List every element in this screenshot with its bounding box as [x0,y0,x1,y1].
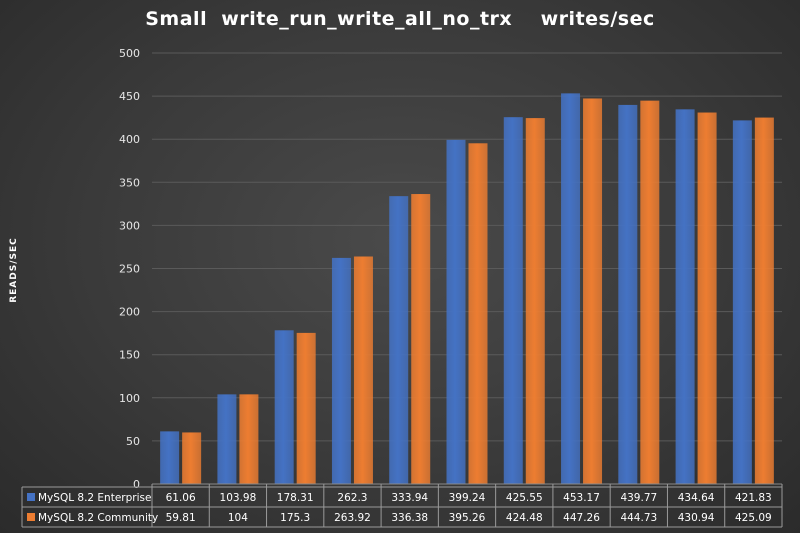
data-table-cell: 61.06 [166,492,196,504]
y-tick-label: 450 [119,90,140,103]
y-tick-label: 400 [119,133,140,146]
data-table-cell: 263.92 [334,512,371,524]
bar-enterprise [732,120,752,484]
y-tick-label: 300 [119,219,140,232]
bar-enterprise [389,196,409,484]
bar-enterprise [618,104,638,484]
bar-enterprise [503,117,523,484]
data-table-cell: 425.09 [735,512,772,524]
bar-enterprise [160,431,180,484]
y-tick-label: 150 [119,349,140,362]
bar-community [239,394,259,484]
data-table-cell: 430.94 [678,512,715,524]
y-tick-label: 100 [119,392,140,405]
y-tick-label: 50 [126,435,140,448]
y-tick-label: 350 [119,176,140,189]
data-table-cell: 103.98 [220,492,257,504]
bar-enterprise [217,394,237,484]
y-tick-label: 200 [119,306,140,319]
legend-swatch [27,513,35,521]
data-table-cell: 453.17 [563,492,600,504]
bar-enterprise [274,330,294,484]
bar-community [754,117,774,484]
data-table-cell: 262.3 [337,492,367,504]
y-tick-label: 0 [133,478,140,491]
bar-community [640,100,660,485]
bar-enterprise [446,139,466,485]
data-table-cell: 434.64 [678,492,715,504]
bar-community [583,98,603,484]
bar-community [353,256,373,484]
legend-label: MySQL 8.2 Community [38,512,158,524]
legend-swatch [27,493,35,501]
bar-community [525,118,545,485]
bar-enterprise [561,93,581,484]
data-table-cell: 336.38 [391,512,428,524]
bar-community [697,112,717,484]
data-table-cell: 424.48 [506,512,543,524]
data-table-cell: 421.83 [735,492,772,504]
bar-community [468,143,488,484]
bar-community [296,332,316,484]
chart-title: Small write_run_write_all_no_trx writes/… [145,8,655,30]
legend-label: MySQL 8.2 Enterprise [38,492,151,504]
data-table-cell: 175.3 [280,512,310,524]
data-table-cell: 104 [228,512,248,524]
y-tick-label: 500 [119,47,140,60]
data-table-cell: 59.81 [166,512,196,524]
bar-enterprise [331,257,351,484]
data-table-cell: 395.26 [449,512,486,524]
bar-community [411,194,431,484]
data-table-cell: 447.26 [563,512,600,524]
data-table-cell: 425.55 [506,492,543,504]
data-table-cell: 178.31 [277,492,314,504]
data-table-cell: 439.77 [620,492,657,504]
y-tick-label: 250 [119,263,140,276]
bar-enterprise [675,109,695,484]
bar-community [182,432,202,484]
data-table-cell: 444.73 [620,512,657,524]
data-table-cell: 333.94 [391,492,428,504]
data-table-cell: 399.24 [449,492,486,504]
